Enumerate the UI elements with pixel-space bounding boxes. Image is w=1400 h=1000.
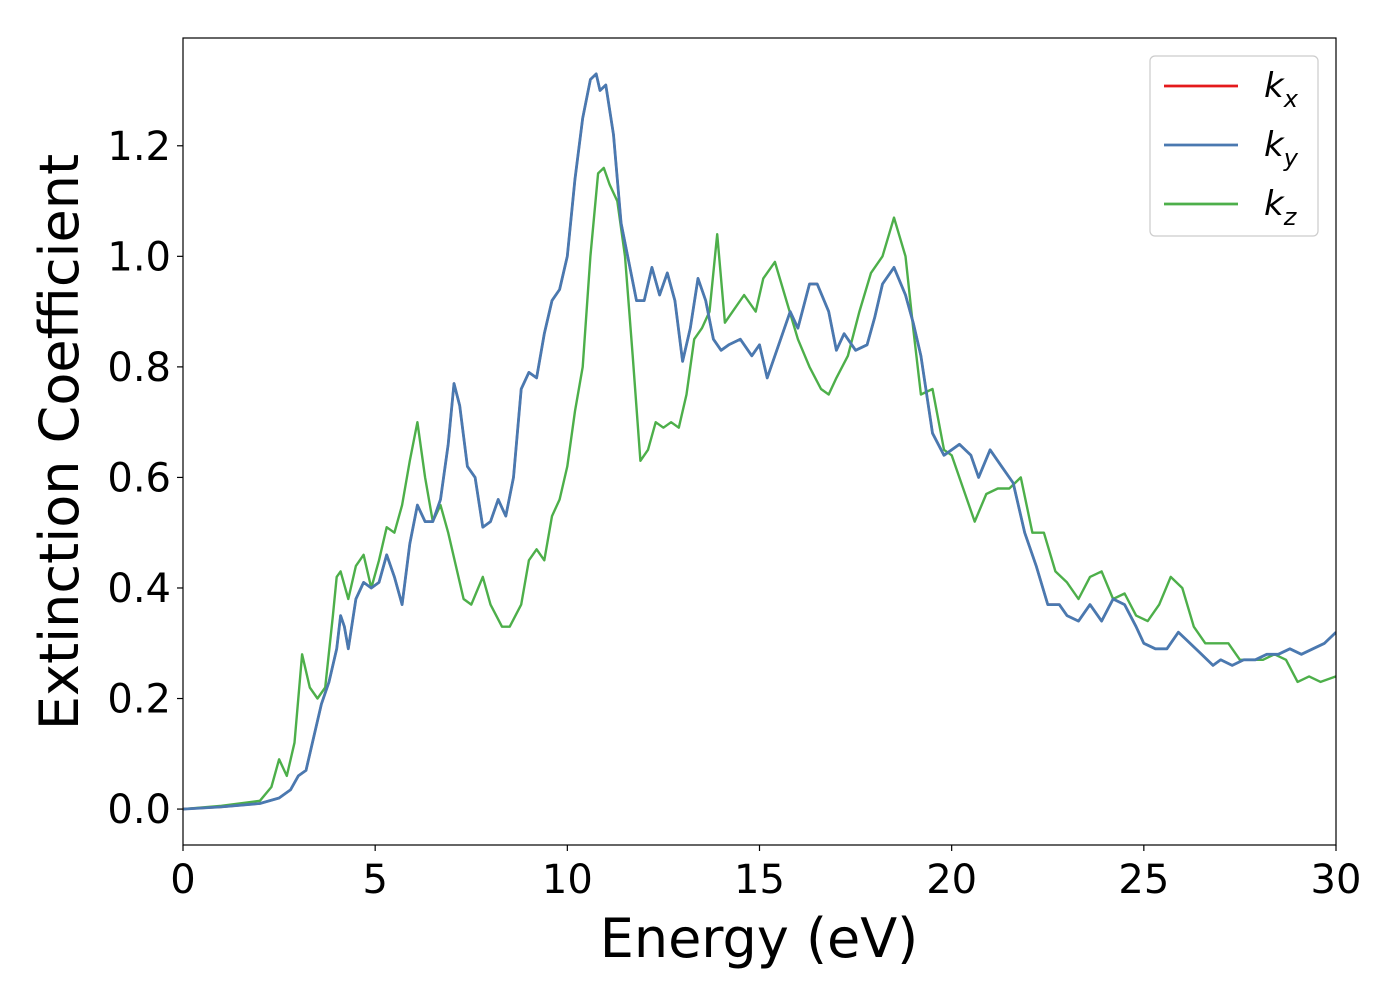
y-tick-label: 0.4 (107, 566, 171, 612)
y-tick-label: 1.2 (107, 124, 171, 170)
x-tick-label: 5 (362, 857, 387, 903)
x-axis-label: Energy (eV) (600, 907, 919, 970)
legend-label-ky: ky (1264, 125, 1299, 172)
legend: kx ky kz (1149, 55, 1319, 237)
legend-label-kz: kz (1264, 184, 1298, 231)
y-axis-label: Extinction Coefficient (28, 154, 91, 730)
y-tick-label: 0.2 (107, 677, 171, 723)
y-tick-label: 1.0 (107, 234, 171, 280)
series-line-ky (183, 72, 1336, 811)
x-tick-label: 15 (734, 857, 785, 903)
x-tick-label: 10 (542, 857, 593, 903)
plot-area (183, 72, 1336, 811)
legend-label-kx: kx (1264, 66, 1299, 113)
x-tick-label: 20 (926, 857, 977, 903)
y-tick-label: 0.6 (107, 455, 171, 501)
y-tick-label: 0.0 (107, 787, 171, 833)
y-tick-label: 0.8 (107, 345, 171, 391)
x-tick-label: 30 (1311, 857, 1362, 903)
series-line-kz (183, 166, 1336, 811)
x-tick-label: 25 (1118, 857, 1169, 903)
x-tick-label: 0 (170, 857, 195, 903)
axes: 0 5 10 15 20 25 30 0.0 0.2 0.4 0.6 0.8 1.0 1.2 (107, 37, 1362, 903)
